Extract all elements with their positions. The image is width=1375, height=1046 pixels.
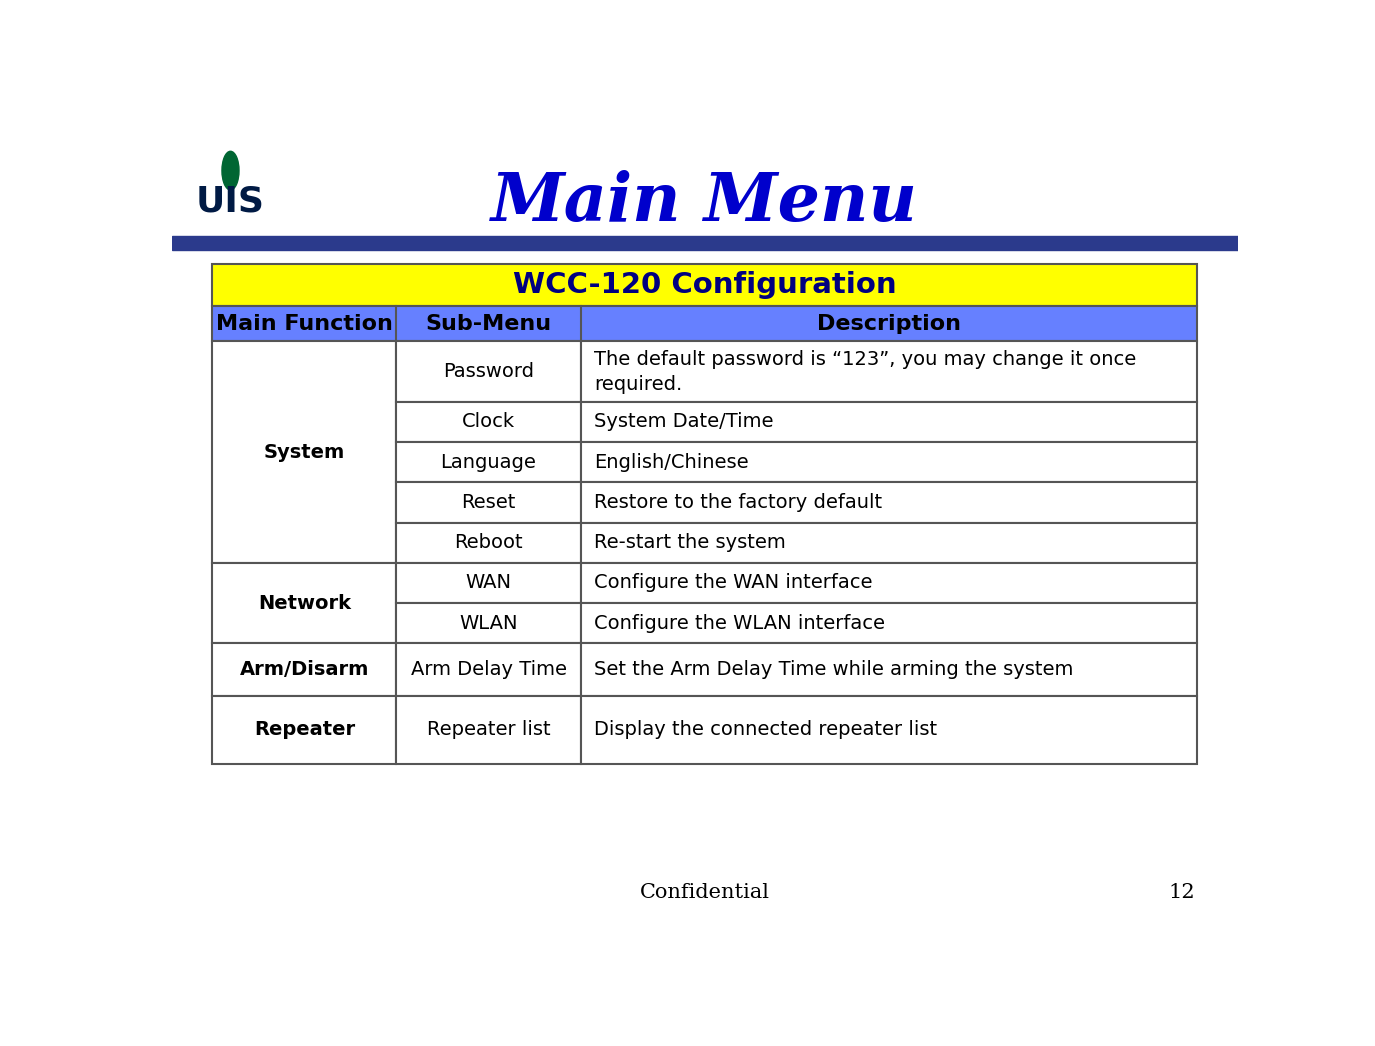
Bar [580,604,1198,643]
Text: WLAN: WLAN [459,614,518,633]
Text: Display the connected repeater list: Display the connected repeater list [594,721,938,740]
Text: Clock: Clock [462,412,516,431]
Text: Description: Description [817,314,961,334]
Bar [396,442,580,482]
Bar [580,696,1198,765]
Text: Sub-Menu: Sub-Menu [425,314,551,334]
Text: Password: Password [443,362,534,381]
Bar [172,235,1238,250]
Bar [396,341,580,402]
Text: System: System [264,442,345,461]
Text: System Date/Time: System Date/Time [594,412,774,431]
Bar [580,442,1198,482]
Bar [580,643,1198,696]
Text: Confidential: Confidential [639,883,770,902]
Text: Arm/Disarm: Arm/Disarm [239,660,368,679]
Text: Reset: Reset [462,493,516,511]
Bar [212,341,396,563]
Ellipse shape [221,152,239,190]
Text: Repeater list: Repeater list [426,721,550,740]
Bar [212,643,396,696]
Text: Main Function: Main Function [216,314,393,334]
Bar [212,696,396,765]
Text: Language: Language [440,453,536,472]
Bar [580,402,1198,442]
Bar [212,563,396,643]
Bar [212,264,1198,305]
Bar [396,402,580,442]
Bar [580,523,1198,563]
Bar [580,482,1198,523]
Text: Repeater: Repeater [254,721,355,740]
Bar [396,604,580,643]
Bar [580,341,1198,402]
Text: Main Menu: Main Menu [491,169,918,234]
Bar [212,305,1198,341]
Text: Restore to the factory default: Restore to the factory default [594,493,883,511]
Text: Reboot: Reboot [454,533,522,552]
Bar [396,696,580,765]
Bar [396,523,580,563]
Text: WCC-120 Configuration: WCC-120 Configuration [513,271,896,299]
Text: Configure the WAN interface: Configure the WAN interface [594,573,873,592]
Text: The default password is “123”, you may change it once
required.: The default password is “123”, you may c… [594,349,1137,393]
Bar [396,643,580,696]
Text: English/Chinese: English/Chinese [594,453,749,472]
Text: Re-start the system: Re-start the system [594,533,786,552]
Text: 12: 12 [1169,883,1195,902]
Text: Network: Network [258,594,351,613]
Bar [396,563,580,604]
Text: UIS: UIS [197,184,265,219]
Text: Set the Arm Delay Time while arming the system: Set the Arm Delay Time while arming the … [594,660,1074,679]
Text: Arm Delay Time: Arm Delay Time [411,660,566,679]
Bar [396,482,580,523]
Bar [580,563,1198,604]
Text: WAN: WAN [466,573,512,592]
Text: Configure the WLAN interface: Configure the WLAN interface [594,614,886,633]
